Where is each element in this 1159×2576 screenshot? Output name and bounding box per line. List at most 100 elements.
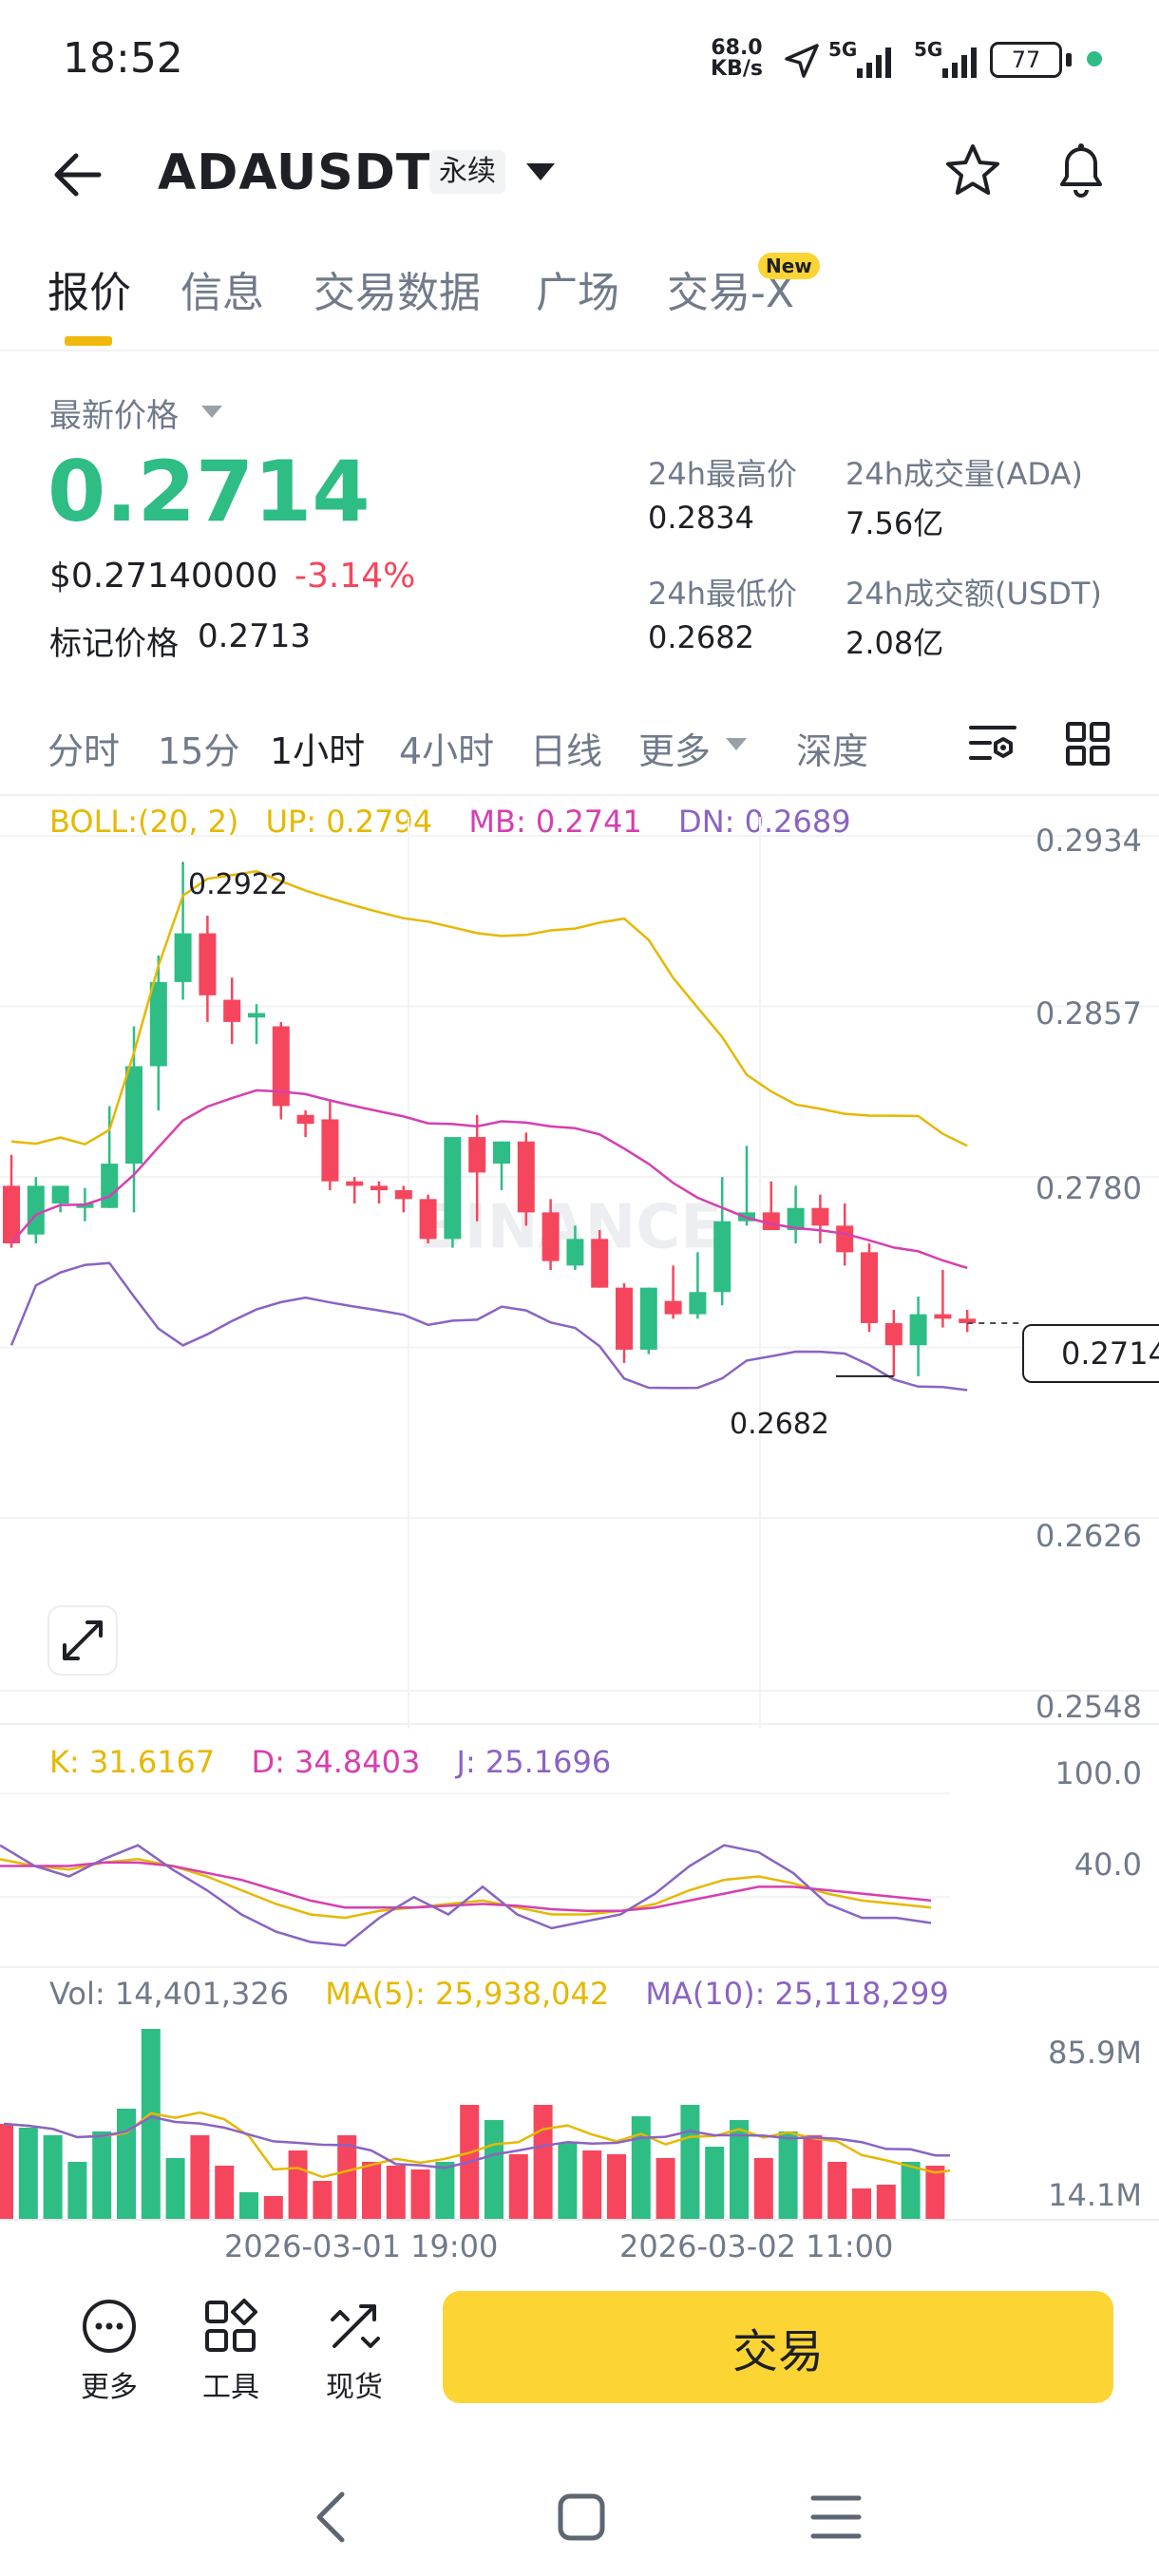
volume-bar (92, 2131, 112, 2219)
candle (566, 1239, 584, 1266)
high-24h-value: 0.2834 (648, 500, 754, 536)
candle (444, 1137, 462, 1240)
volume-value: Vol: 14,401,326 (49, 1976, 290, 2012)
x-tick-label: 2026-03-01 19:00 (224, 2228, 499, 2264)
volume-bar (67, 2162, 87, 2219)
x-tick-label: 2026-03-02 11:00 (619, 2228, 894, 2264)
volume-bar (18, 2128, 38, 2219)
low-24h-value: 0.2682 (648, 619, 754, 655)
caret-down-icon[interactable] (724, 735, 749, 754)
candle (321, 1119, 339, 1182)
grid-layout-icon[interactable] (1064, 720, 1112, 767)
candle (370, 1185, 388, 1191)
tab-square[interactable]: 广场 (536, 269, 619, 317)
contract-type-badge: 永续 (429, 150, 505, 194)
signal-icon (942, 47, 977, 78)
kdj-j-line (0, 1844, 932, 1947)
boll-legend: BOLL:(20, 2) UP: 0.2794 MB: 0.2741 DN: 0… (49, 804, 851, 840)
interval-15m[interactable]: 15分 (158, 730, 240, 772)
volume-bar (876, 2185, 896, 2219)
nav-menu-icon[interactable] (809, 2492, 863, 2542)
main-tabs: 报价 信息 交易数据 广场 交易-X (0, 247, 1159, 351)
volume-bar (925, 2166, 945, 2219)
chart-settings-icon[interactable] (967, 718, 1018, 769)
interval-depth[interactable]: 深度 (796, 730, 869, 772)
spot-icon (331, 2304, 380, 2348)
mark-price-label: 标记价格 (49, 625, 179, 663)
signal-icon (857, 47, 891, 78)
volume-bar (508, 2154, 528, 2219)
tools-button[interactable]: 工具 (179, 2297, 283, 2405)
volume-bar (165, 2158, 185, 2219)
more-button[interactable]: 更多 (57, 2297, 162, 2405)
nav-home-icon[interactable] (555, 2491, 608, 2544)
kdj-y-tick: 40.0 (1074, 1847, 1142, 1883)
interval-more[interactable]: 更多 (638, 730, 712, 772)
boll-up-value: UP: 0.2794 (265, 804, 433, 840)
volume-bar (705, 2147, 725, 2219)
candlestick-chart[interactable]: BINANCE (0, 817, 1159, 1729)
price-change: -3.14% (294, 557, 416, 596)
candle (125, 1066, 142, 1165)
volume-bar (313, 2181, 332, 2219)
volume-bar (631, 2116, 651, 2219)
spot-button[interactable]: 现货 (302, 2297, 407, 2405)
volume-bar (558, 2143, 578, 2219)
back-arrow-icon[interactable] (49, 146, 106, 203)
caret-down-icon[interactable] (524, 160, 557, 184)
candle (149, 981, 167, 1067)
volume-bar (239, 2192, 258, 2219)
bell-icon[interactable] (1053, 139, 1110, 203)
caret-down-icon[interactable] (200, 403, 224, 422)
candle (394, 1190, 412, 1200)
tab-info[interactable]: 信息 (180, 269, 264, 317)
candle (27, 1185, 45, 1235)
volume-legend: Vol: 14,401,326 MA(5): 25,938,042 MA(10)… (49, 1976, 949, 2012)
nav-back-icon[interactable] (308, 2489, 355, 2546)
volume-bar (753, 2158, 773, 2219)
boll-dn-value: DN: 0.2689 (678, 804, 851, 840)
kdj-chart[interactable] (0, 1776, 950, 1966)
last-price-tag[interactable]: 0.2714 (1022, 1324, 1159, 1383)
latest-price-label[interactable]: 最新价格 (49, 397, 179, 435)
status-bar: 18:52 68.0 KB/s 5G 5G 77 (0, 0, 1159, 123)
interval-timeline[interactable]: 分时 (48, 730, 121, 772)
candle (346, 1181, 364, 1186)
last-price: 0.2714 (48, 443, 370, 540)
volume-bar (386, 2166, 406, 2219)
candle (199, 933, 217, 995)
tab-quote[interactable]: 报价 (48, 269, 131, 317)
volume-bar (852, 2188, 871, 2219)
volume-bar (263, 2196, 283, 2219)
tab-trading-data[interactable]: 交易数据 (314, 269, 481, 317)
divider (0, 1723, 1159, 1725)
kdj-d-value: D: 34.8403 (251, 1744, 421, 1780)
new-badge: New (758, 253, 820, 279)
star-icon[interactable] (944, 142, 1001, 199)
divider (0, 1966, 1159, 1968)
battery-tip (1066, 53, 1072, 66)
interval-1d[interactable]: 日线 (530, 730, 603, 772)
trade-button[interactable]: 交易 (443, 2291, 1113, 2403)
volume-ma5: MA(5): 25,938,042 (325, 1976, 610, 2012)
kdj-d-line (0, 1861, 932, 1913)
interval-1h[interactable]: 1小时 (270, 730, 366, 772)
more-label: 更多 (81, 2371, 138, 2404)
candle (836, 1225, 854, 1253)
kdj-y-tick: 100.0 (1054, 1755, 1142, 1791)
symbol-title[interactable]: ADAUSDT (158, 144, 431, 201)
volume-bar (410, 2169, 430, 2219)
volume-bar (901, 2162, 921, 2219)
volume-bar (43, 2135, 63, 2219)
candle (223, 999, 241, 1022)
boll-mb-value: MB: 0.2741 (468, 804, 642, 840)
candle (909, 1314, 927, 1346)
volume-bar (778, 2131, 798, 2219)
high-24h-label: 24h最高价 (648, 456, 798, 492)
network-speed: 68.0 KB/s (711, 36, 763, 81)
volume-bar (0, 2124, 13, 2219)
expand-chart-button[interactable] (48, 1605, 118, 1676)
interval-4h[interactable]: 4小时 (399, 730, 495, 772)
volume-bar (680, 2105, 700, 2219)
volume-chart[interactable] (0, 2023, 950, 2219)
